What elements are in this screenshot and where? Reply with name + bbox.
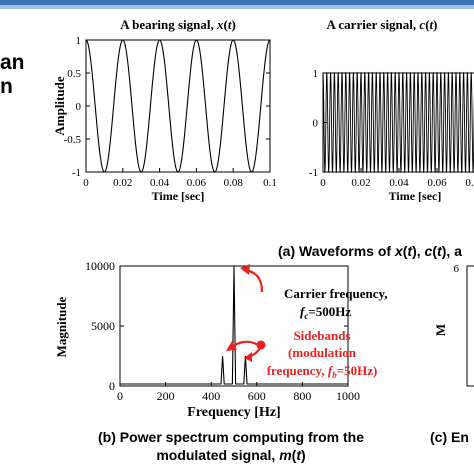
carrier-signal-plot: A carrier signal, c(t) -101 0 0.02 0.04 0.0… bbox=[309, 17, 474, 203]
spectrum-xtick-label: 400 bbox=[202, 389, 220, 403]
bearing-xtick-label: 0.04 bbox=[150, 177, 170, 189]
carrier-annotation-line1: Carrier frequency, bbox=[284, 286, 388, 301]
spectrum-xtick-label: 0 bbox=[117, 389, 123, 403]
sideband-annotation-line2: (modulation bbox=[288, 345, 357, 360]
caption-c: (c) En bbox=[430, 429, 469, 445]
bearing-xtick-label: 0.02 bbox=[113, 177, 132, 189]
caption-b-line2: modulated signal, m(t) bbox=[156, 447, 306, 463]
spectrum-xtick-label: 1000 bbox=[336, 389, 360, 403]
spectrum-ytick-label: 5000 bbox=[91, 319, 115, 333]
caption-b-line1: (b) Power spectrum computing from the bbox=[97, 429, 364, 445]
sideband-arrowhead-left bbox=[226, 341, 237, 351]
carrier-plot-title: A carrier signal, c(t) bbox=[326, 17, 437, 32]
sideband-annotation-line3: frequency, fb=50Hz) bbox=[267, 363, 378, 380]
carrier-ytick-label: 1 bbox=[313, 68, 319, 80]
spectrum-xlabel: Frequency [Hz] bbox=[187, 405, 280, 420]
carrier-xtick-label: 0 bbox=[320, 177, 326, 189]
sideband-arrowhead-right bbox=[244, 352, 252, 362]
bearing-ytick-label: 1 bbox=[76, 35, 82, 47]
carrier-ytick-label: 0 bbox=[313, 118, 319, 130]
bearing-signal-plot: A bearing signal, x(t) -1 -0.5 0 0.5 1 0 0.02… bbox=[52, 17, 277, 203]
slide-left-text-2: n bbox=[0, 75, 13, 98]
carrier-annotation-line2: fc=500Hz bbox=[300, 304, 351, 321]
bearing-ylabel: Amplitude bbox=[52, 76, 67, 135]
envelope-ylabel: M bbox=[433, 324, 448, 336]
spectrum-ylabel: Magnitude bbox=[54, 296, 69, 357]
spectrum-ytick-label: 10000 bbox=[85, 259, 115, 273]
sideband-marker bbox=[256, 340, 266, 350]
sideband-annotation-line1: Sidebands bbox=[293, 328, 350, 343]
envelope-plot-frame bbox=[466, 265, 474, 387]
slide-top-bar bbox=[0, 0, 474, 5]
bearing-ytick-label: 0 bbox=[76, 101, 82, 113]
slide-top-bar-light bbox=[0, 5, 474, 9]
carrier-xtick-label: 0.02 bbox=[351, 177, 370, 189]
bearing-signal-line bbox=[85, 39, 271, 173]
power-spectrum-plot: 0 5000 10000 0 200 400 600 800 1000 Magnitude F… bbox=[54, 259, 388, 420]
bearing-ytick-label: -0.5 bbox=[64, 134, 82, 146]
carrier-xtick-label: 0.04 bbox=[389, 177, 409, 189]
bearing-plot-title: A bearing signal, x(t) bbox=[120, 17, 236, 32]
bearing-xtick-label: 0.1 bbox=[263, 177, 277, 189]
bearing-ytick-label: -1 bbox=[72, 167, 81, 179]
carrier-xtick-label: 0.06 bbox=[427, 177, 447, 189]
slide-left-text-1: an bbox=[0, 51, 25, 74]
spectrum-xtick-label: 800 bbox=[293, 389, 311, 403]
spectrum-ytick-label: 0 bbox=[109, 379, 115, 393]
spectrum-xtick-label: 200 bbox=[157, 389, 175, 403]
spectrum-xtick-label: 600 bbox=[248, 389, 266, 403]
carrier-signal-line bbox=[322, 71, 474, 174]
envelope-ytick: 6 bbox=[454, 263, 460, 275]
bearing-xlabel: Time [sec] bbox=[152, 189, 205, 203]
carrier-xlabel: Time [sec] bbox=[389, 189, 442, 203]
bearing-xtick-label: 0.06 bbox=[187, 177, 207, 189]
bearing-xtick-label: 0 bbox=[83, 177, 89, 189]
carrier-xtick-label: 0.08 bbox=[465, 177, 474, 189]
bearing-xtick-label: 0.08 bbox=[224, 177, 244, 189]
sideband-arrow-left bbox=[231, 340, 259, 348]
carrier-ytick-label: -1 bbox=[309, 167, 318, 179]
carrier-arrowhead bbox=[240, 264, 250, 275]
spectrum-line bbox=[120, 265, 348, 385]
caption-a: (a) Waveforms of x(t), c(t), a bbox=[278, 243, 462, 259]
bearing-ytick-label: 0.5 bbox=[67, 68, 81, 80]
envelope-plot-partial: 6 M bbox=[433, 263, 474, 387]
